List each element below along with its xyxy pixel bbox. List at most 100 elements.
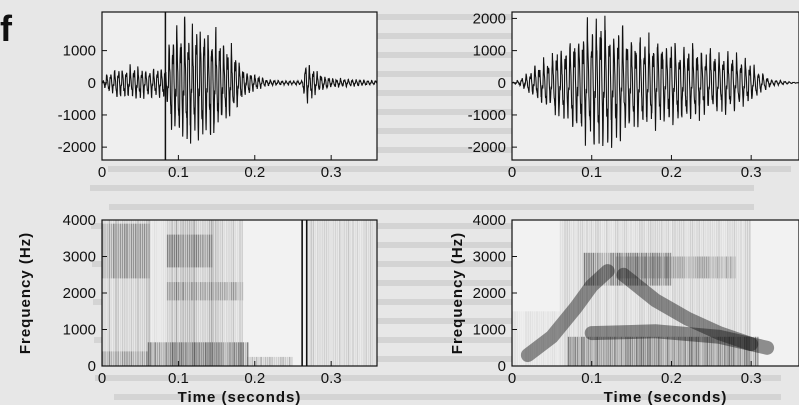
bleed-line [104,14,780,20]
spectral-striation [653,256,655,279]
y-tick-label: 1000 [473,322,506,339]
spectral-striation [141,223,144,279]
chart-panel-bottom-left: 0 0.1 0.2 0.3 4000 3000 2000 1000 0 Time (seconds… [17,212,378,405]
spectral-striation [334,220,337,366]
spectral-striation [197,234,200,268]
spectral-striation [562,220,564,366]
spectral-striation [705,220,707,366]
spectral-striation [666,256,668,279]
spectral-striation [614,336,616,366]
spectral-striation [575,220,577,366]
spectral-striation [197,282,200,301]
plot-area [512,220,799,366]
spectral-striation [669,220,672,366]
spectral-striation [625,336,627,366]
spectral-striation [567,336,570,366]
spectral-striation [678,220,681,366]
spectral-striation [675,336,678,366]
spectral-striation [588,252,590,286]
x-tick-label: 0.2 [661,370,682,387]
spectral-striation [182,234,184,268]
spectral-striation [658,220,661,366]
spectral-striation [663,220,665,366]
spectral-striation [117,223,119,279]
spectral-striation [746,220,749,366]
spectral-striation [583,252,586,286]
spectral-striation [237,282,239,301]
spectral-striation [210,220,213,366]
spectral-striation [143,223,146,279]
spectral-striation [720,220,722,366]
spectral-striation [719,256,721,279]
spectral-striation [104,223,106,279]
spectral-striation [750,336,752,366]
y-tick-label: 4000 [473,212,506,229]
plot-area [102,12,377,160]
spectral-striation [110,351,113,366]
spectral-striation [743,336,746,366]
spectral-striation [187,342,189,366]
spectral-striation [124,351,126,366]
spectral-striation [137,220,139,366]
spectral-striation [579,220,582,366]
spectral-striation [590,252,592,286]
spectral-striation [176,342,178,366]
spectral-striation [630,220,632,366]
spectral-striation [621,252,623,286]
spectral-striation [699,256,701,279]
spectral-striation [150,342,152,366]
y-axis-title: Frequency (Hz) [17,232,34,354]
spectral-striation [171,282,173,301]
spectral-striation [685,220,687,366]
spectral-striation [636,220,639,366]
spectral-striation [211,342,214,366]
spectral-striation [130,223,133,279]
spectral-striation [716,256,719,279]
spectral-striation [191,234,193,268]
spectral-striation [321,220,323,366]
spectral-striation [621,220,623,366]
spectral-striation [570,336,572,366]
spectral-striation [191,342,194,366]
spectral-striation [660,252,663,286]
spectral-striation [699,336,702,366]
spectral-striation [612,220,615,366]
spectral-striation [586,220,588,366]
spectral-striation [128,220,130,366]
spectral-striation [686,256,688,279]
y-tick-label: -1000 [58,107,96,124]
spectral-striation [172,342,174,366]
x-tick-label: 0.3 [321,164,342,181]
spectral-striation [531,311,534,366]
spectral-striation [637,256,640,279]
spectral-striation [126,223,128,279]
x-tick-label: 0 [98,370,106,387]
spectral-striation [177,220,180,366]
spectral-striation [574,336,576,366]
axes-frame [101,11,378,161]
spectral-striation [549,311,551,366]
spectral-striation [566,220,568,366]
spectral-striation [213,282,215,301]
spectral-striation [726,336,728,366]
spectral-striation [148,223,150,279]
spectral-striation [651,336,653,366]
spectral-striation [204,282,206,301]
spectral-striation [271,356,273,366]
spectral-striation [518,311,521,366]
spectral-striation [137,223,139,279]
spectral-striation [139,220,141,366]
spectral-striation [643,220,645,366]
spectral-striation [655,256,657,279]
spectral-striation [570,220,573,366]
spectral-striation [121,220,124,366]
spectral-striation [606,220,608,366]
spectral-striation [224,282,226,301]
waveform-line [102,16,377,144]
spectral-striation [617,256,620,279]
spectral-striation [636,336,638,366]
spectral-striation [590,220,593,366]
spectral-striation [612,252,614,286]
y-tick-label: 2000 [473,285,506,302]
spectral-striation [260,356,262,366]
